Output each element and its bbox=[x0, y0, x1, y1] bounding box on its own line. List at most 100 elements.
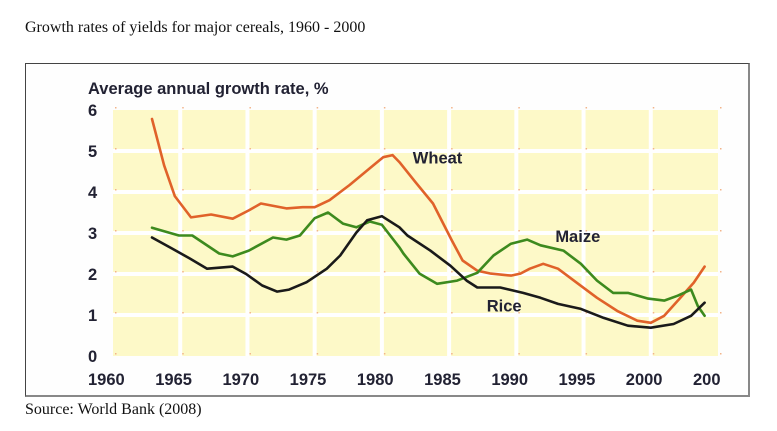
grid-corner-mark bbox=[518, 148, 520, 150]
y-tick-label: 5 bbox=[88, 143, 97, 161]
y-tick-label: 3 bbox=[88, 225, 97, 243]
series-label-rice: Rice bbox=[487, 298, 522, 316]
grid-corner-mark bbox=[652, 107, 655, 109]
grid-corner-mark bbox=[182, 230, 184, 232]
grid-corner-mark bbox=[249, 353, 251, 355]
y-tick-label: 2 bbox=[88, 266, 97, 284]
x-tick-label: 1965 bbox=[155, 371, 192, 389]
grid-corner-mark bbox=[316, 353, 319, 355]
x-tick-label: 200 bbox=[693, 371, 721, 389]
grid-corner-mark bbox=[720, 353, 722, 355]
grid-corner-mark bbox=[518, 107, 520, 109]
grid-corner-mark bbox=[451, 107, 453, 109]
series-line-rice bbox=[150, 214, 706, 330]
grid-corner-mark bbox=[451, 312, 453, 314]
x-tick-label: 1980 bbox=[357, 371, 394, 389]
grid-corner-mark bbox=[316, 107, 319, 109]
grid-corner-mark bbox=[585, 230, 588, 232]
grid-corner-mark bbox=[518, 353, 520, 355]
grid-corner-mark bbox=[115, 271, 117, 273]
grid-corner-mark bbox=[720, 189, 722, 191]
corner-ticks bbox=[115, 107, 722, 355]
grid-corner-mark bbox=[182, 353, 184, 355]
grid-corner-mark bbox=[383, 271, 386, 273]
grid-corner-mark bbox=[451, 148, 453, 150]
grid-corner-mark bbox=[316, 148, 319, 150]
grid-corner-mark bbox=[518, 312, 520, 314]
grid-corner-mark bbox=[249, 107, 251, 109]
grid-corner-mark bbox=[182, 271, 184, 273]
series-line-wheat bbox=[150, 117, 706, 325]
grid-corner-mark bbox=[585, 271, 588, 273]
grid-corner-mark bbox=[720, 148, 722, 150]
grid-corner-mark bbox=[383, 312, 386, 314]
grid-corner-mark bbox=[585, 107, 588, 109]
grid-corner-mark bbox=[182, 148, 184, 150]
grid-corner-mark bbox=[115, 148, 117, 150]
x-tick-label: 1990 bbox=[491, 371, 528, 389]
grid-corner-mark bbox=[720, 271, 722, 273]
grid-corner-mark bbox=[720, 312, 722, 314]
x-tick-label: 2000 bbox=[626, 371, 663, 389]
grid-corner-mark bbox=[182, 107, 184, 109]
y-tick-labels: 0 1 2 3 4 5 6 bbox=[88, 102, 98, 366]
grid-corner-mark bbox=[652, 189, 655, 191]
grid-corner-mark bbox=[115, 189, 117, 191]
grid-corner-mark bbox=[585, 148, 588, 150]
grid-corner-mark bbox=[115, 353, 117, 355]
y-tick-label: 4 bbox=[88, 184, 98, 202]
series-line-maize bbox=[150, 211, 706, 318]
grid-corner-mark bbox=[585, 353, 588, 355]
grid-corner-mark bbox=[316, 312, 319, 314]
x-tick-label: 1975 bbox=[290, 371, 327, 389]
grid-corner-mark bbox=[182, 312, 184, 314]
grid-corner-mark bbox=[249, 230, 251, 232]
figure-title: Growth rates of yields for major cereals… bbox=[25, 19, 366, 36]
x-tick-label: 1970 bbox=[222, 371, 259, 389]
source-note: Source: World Bank (2008) bbox=[25, 401, 202, 418]
grid-corner-mark bbox=[585, 312, 588, 314]
grid-corner-mark bbox=[720, 107, 722, 109]
grid-corner-mark bbox=[451, 353, 453, 355]
grid-corner-mark bbox=[115, 312, 117, 314]
grid-corner-mark bbox=[518, 230, 520, 232]
grid-corner-mark bbox=[451, 230, 453, 232]
y-tick-label: 1 bbox=[88, 307, 97, 325]
grid-corner-mark bbox=[383, 189, 386, 191]
grid-corner-mark bbox=[115, 107, 117, 109]
grid-corner-mark bbox=[652, 312, 655, 314]
grid-corner-mark bbox=[518, 271, 520, 273]
y-tick-label: 6 bbox=[88, 102, 97, 120]
grid-corner-mark bbox=[652, 353, 655, 355]
grid-corner-mark bbox=[316, 271, 319, 273]
x-tick-label: 1985 bbox=[424, 371, 461, 389]
grid-corner-mark bbox=[249, 271, 251, 273]
x-tick-label: 1995 bbox=[559, 371, 596, 389]
grid-corner-mark bbox=[316, 230, 319, 232]
series-label-maize: Maize bbox=[555, 228, 600, 246]
x-tick-label: 1960 bbox=[88, 371, 125, 389]
grid-corner-mark bbox=[316, 189, 319, 191]
grid-corner-mark bbox=[383, 230, 386, 232]
grid-corner-mark bbox=[451, 271, 453, 273]
grid-corner-mark bbox=[652, 148, 655, 150]
series-lines bbox=[150, 117, 706, 330]
grid-corner-mark bbox=[182, 189, 184, 191]
y-axis-title: Average annual growth rate, % bbox=[88, 80, 329, 98]
grid-corner-mark bbox=[249, 148, 251, 150]
grid-corner-mark bbox=[652, 230, 655, 232]
grid-corner-mark bbox=[249, 189, 251, 191]
grid-corner-mark bbox=[383, 148, 386, 150]
grid-corner-mark bbox=[518, 189, 520, 191]
y-tick-label: 0 bbox=[88, 348, 97, 366]
grid-corner-mark bbox=[451, 189, 453, 191]
grid-corner-mark bbox=[249, 312, 251, 314]
grid-corner-mark bbox=[720, 230, 722, 232]
x-tick-labels: 1960 1965 1970 1975 1980 1985 1990 1995 2000 200 bbox=[88, 371, 721, 389]
grid-corner-mark bbox=[383, 107, 386, 109]
grid-corner-mark bbox=[115, 230, 117, 232]
grid-corner-mark bbox=[585, 189, 588, 191]
series-labels: Wheat Maize Rice bbox=[413, 149, 600, 315]
series-label-wheat: Wheat bbox=[413, 149, 463, 167]
